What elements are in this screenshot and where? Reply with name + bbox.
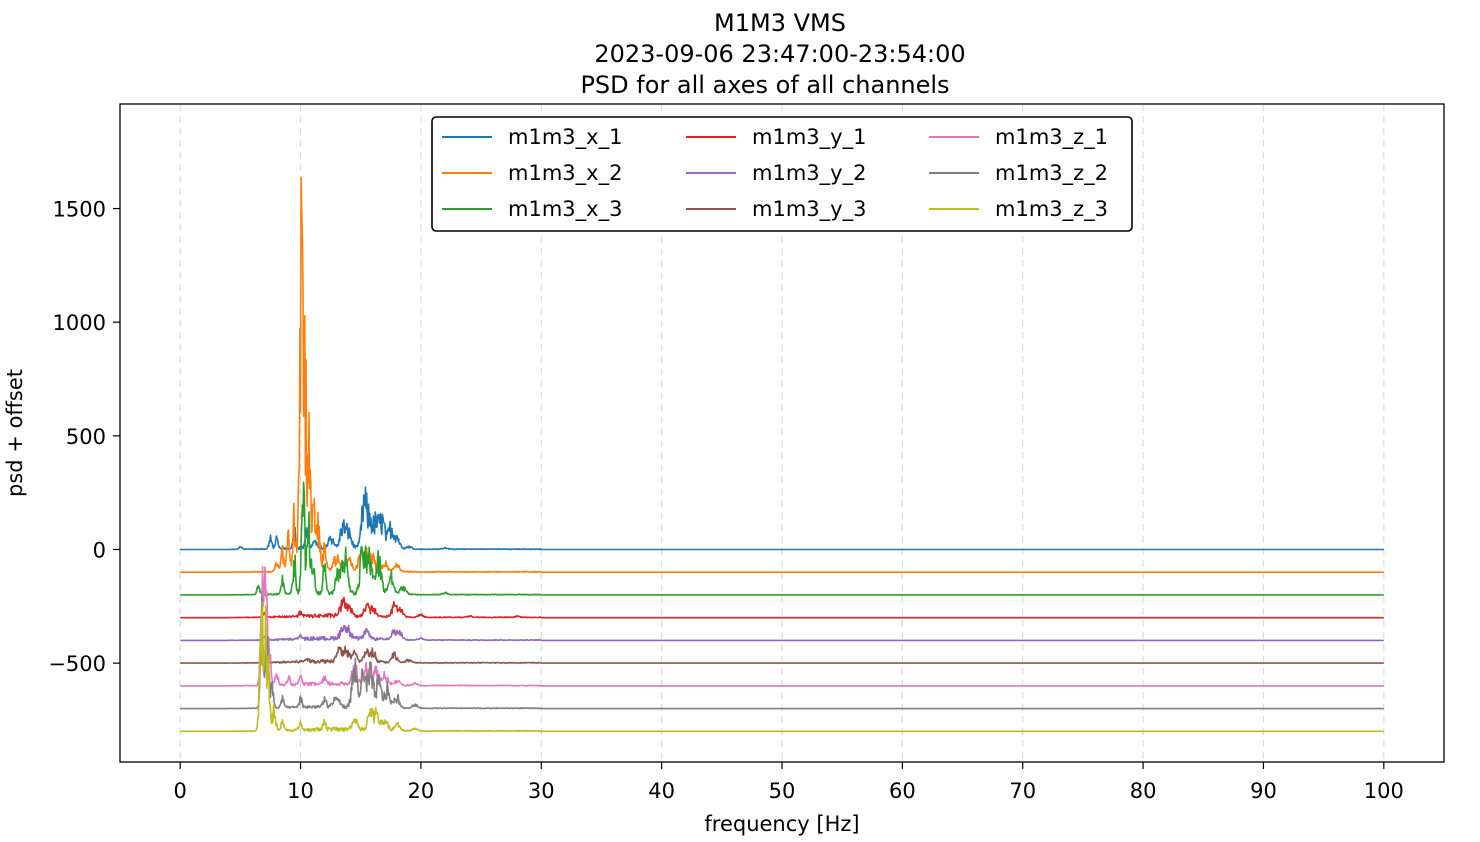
- x-tick-label-80: 80: [1130, 779, 1157, 803]
- x-tick-label-70: 70: [1009, 779, 1036, 803]
- y-tick-label-1500: 1500: [53, 198, 106, 222]
- x-axis-ticks: 0 10 20 30 40 50 60 70 80 90 100: [173, 762, 1404, 803]
- chart-title: M1M3 VMS 2023-09-06 23:47:00-23:54:00 PS…: [580, 9, 965, 99]
- series-line-m1m3_z_3: [180, 601, 1384, 733]
- series-line-m1m3_y_2: [180, 624, 1384, 642]
- x-tick-label-30: 30: [528, 779, 555, 803]
- legend-box: [431, 116, 1133, 232]
- legend-label-m1m3_z_3: m1m3_z_3: [995, 197, 1108, 222]
- legend-label-m1m3_x_2: m1m3_x_2: [508, 161, 622, 186]
- x-tick-label-60: 60: [889, 779, 916, 803]
- series-line-m1m3_z_2: [180, 595, 1384, 710]
- y-axis-label: psd + offset: [3, 369, 27, 497]
- y-tick-label-1000: 1000: [53, 311, 106, 335]
- x-tick-label-50: 50: [769, 779, 796, 803]
- y-tick-label-500: 500: [66, 425, 106, 449]
- series-line-m1m3_z_1: [180, 566, 1384, 687]
- series-lines: [180, 176, 1384, 733]
- x-tick-label-100: 100: [1364, 779, 1404, 803]
- x-tick-label-0: 0: [173, 779, 186, 803]
- legend-label-m1m3_z_2: m1m3_z_2: [995, 161, 1108, 186]
- legend-label-m1m3_y_1: m1m3_y_1: [752, 125, 866, 150]
- legend-label-m1m3_x_1: m1m3_x_1: [508, 125, 622, 150]
- series-line-m1m3_x_3: [180, 481, 1384, 596]
- x-tick-label-90: 90: [1250, 779, 1277, 803]
- legend-label-m1m3_x_3: m1m3_x_3: [508, 197, 622, 222]
- y-axis-ticks: −500 0 500 1000 1500: [48, 198, 120, 676]
- chart-title-line-3: PSD for all axes of all channels: [580, 71, 949, 99]
- legend-label-m1m3_y_2: m1m3_y_2: [752, 161, 866, 186]
- y-tick-label-0: 0: [93, 538, 106, 562]
- legend: m1m3_x_1 m1m3_x_2 m1m3_x_3 m1m3_y_1 m1m3_y_2…: [431, 116, 1133, 232]
- series-line-m1m3_y_1: [180, 596, 1384, 619]
- x-tick-label-20: 20: [408, 779, 435, 803]
- y-tick-label--500: −500: [48, 652, 106, 676]
- legend-label-m1m3_y_3: m1m3_y_3: [752, 197, 866, 222]
- chart-title-line-2: 2023-09-06 23:47:00-23:54:00: [594, 40, 965, 68]
- x-tick-label-10: 10: [287, 779, 314, 803]
- series-line-m1m3_y_3: [180, 645, 1384, 664]
- legend-label-m1m3_z_1: m1m3_z_1: [995, 125, 1108, 150]
- x-tick-label-40: 40: [648, 779, 675, 803]
- series-line-m1m3_x_1: [180, 486, 1384, 551]
- x-axis-label: frequency [Hz]: [704, 812, 859, 836]
- chart-title-line-1: M1M3 VMS: [714, 9, 846, 37]
